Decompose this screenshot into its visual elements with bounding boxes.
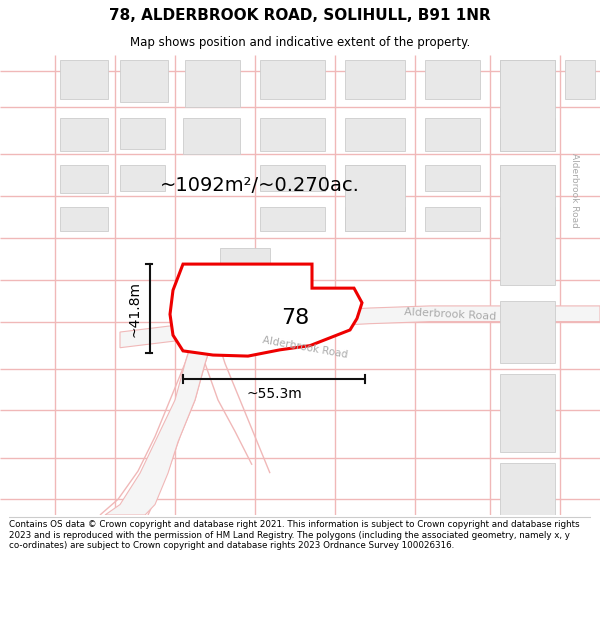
Bar xyxy=(183,118,240,154)
Bar xyxy=(425,207,480,231)
Bar xyxy=(60,207,108,231)
Text: ~55.3m: ~55.3m xyxy=(246,387,302,401)
Text: 78: 78 xyxy=(281,309,309,329)
Text: Alderbrook Road: Alderbrook Road xyxy=(571,154,580,228)
Bar xyxy=(500,165,555,191)
Bar xyxy=(220,248,270,296)
Polygon shape xyxy=(170,264,362,356)
Polygon shape xyxy=(120,306,600,348)
Bar xyxy=(500,374,555,452)
Bar xyxy=(345,60,405,99)
Bar xyxy=(500,165,555,285)
Bar xyxy=(500,60,555,99)
Bar xyxy=(345,165,405,191)
Bar xyxy=(500,462,555,515)
Bar xyxy=(60,60,108,99)
Text: Alderbrook Road: Alderbrook Road xyxy=(262,335,349,360)
Bar xyxy=(345,165,405,231)
Bar xyxy=(60,165,108,193)
Polygon shape xyxy=(105,332,215,515)
Bar xyxy=(270,274,310,311)
Bar xyxy=(260,207,325,231)
Bar xyxy=(260,60,325,99)
Bar xyxy=(120,60,168,102)
Bar xyxy=(120,165,165,191)
Text: Alderbrook Road: Alderbrook Road xyxy=(404,307,496,322)
Bar xyxy=(60,118,108,151)
Bar xyxy=(260,165,325,191)
Bar xyxy=(565,60,595,99)
Bar xyxy=(260,118,325,151)
Bar xyxy=(185,60,240,108)
Bar xyxy=(425,165,480,191)
Bar xyxy=(120,118,165,149)
Bar xyxy=(425,60,480,99)
Bar xyxy=(500,301,555,363)
Bar xyxy=(500,118,555,151)
Text: Contains OS data © Crown copyright and database right 2021. This information is : Contains OS data © Crown copyright and d… xyxy=(9,521,580,550)
Bar xyxy=(345,118,405,151)
Bar xyxy=(500,60,555,151)
Bar xyxy=(345,207,405,231)
Bar xyxy=(425,118,480,151)
Bar xyxy=(195,296,245,332)
Text: Map shows position and indicative extent of the property.: Map shows position and indicative extent… xyxy=(130,36,470,49)
Text: ~41.8m: ~41.8m xyxy=(128,281,142,336)
Text: ~1092m²/~0.270ac.: ~1092m²/~0.270ac. xyxy=(160,176,360,195)
Text: 78, ALDERBROOK ROAD, SOLIHULL, B91 1NR: 78, ALDERBROOK ROAD, SOLIHULL, B91 1NR xyxy=(109,8,491,23)
Bar xyxy=(500,207,555,231)
